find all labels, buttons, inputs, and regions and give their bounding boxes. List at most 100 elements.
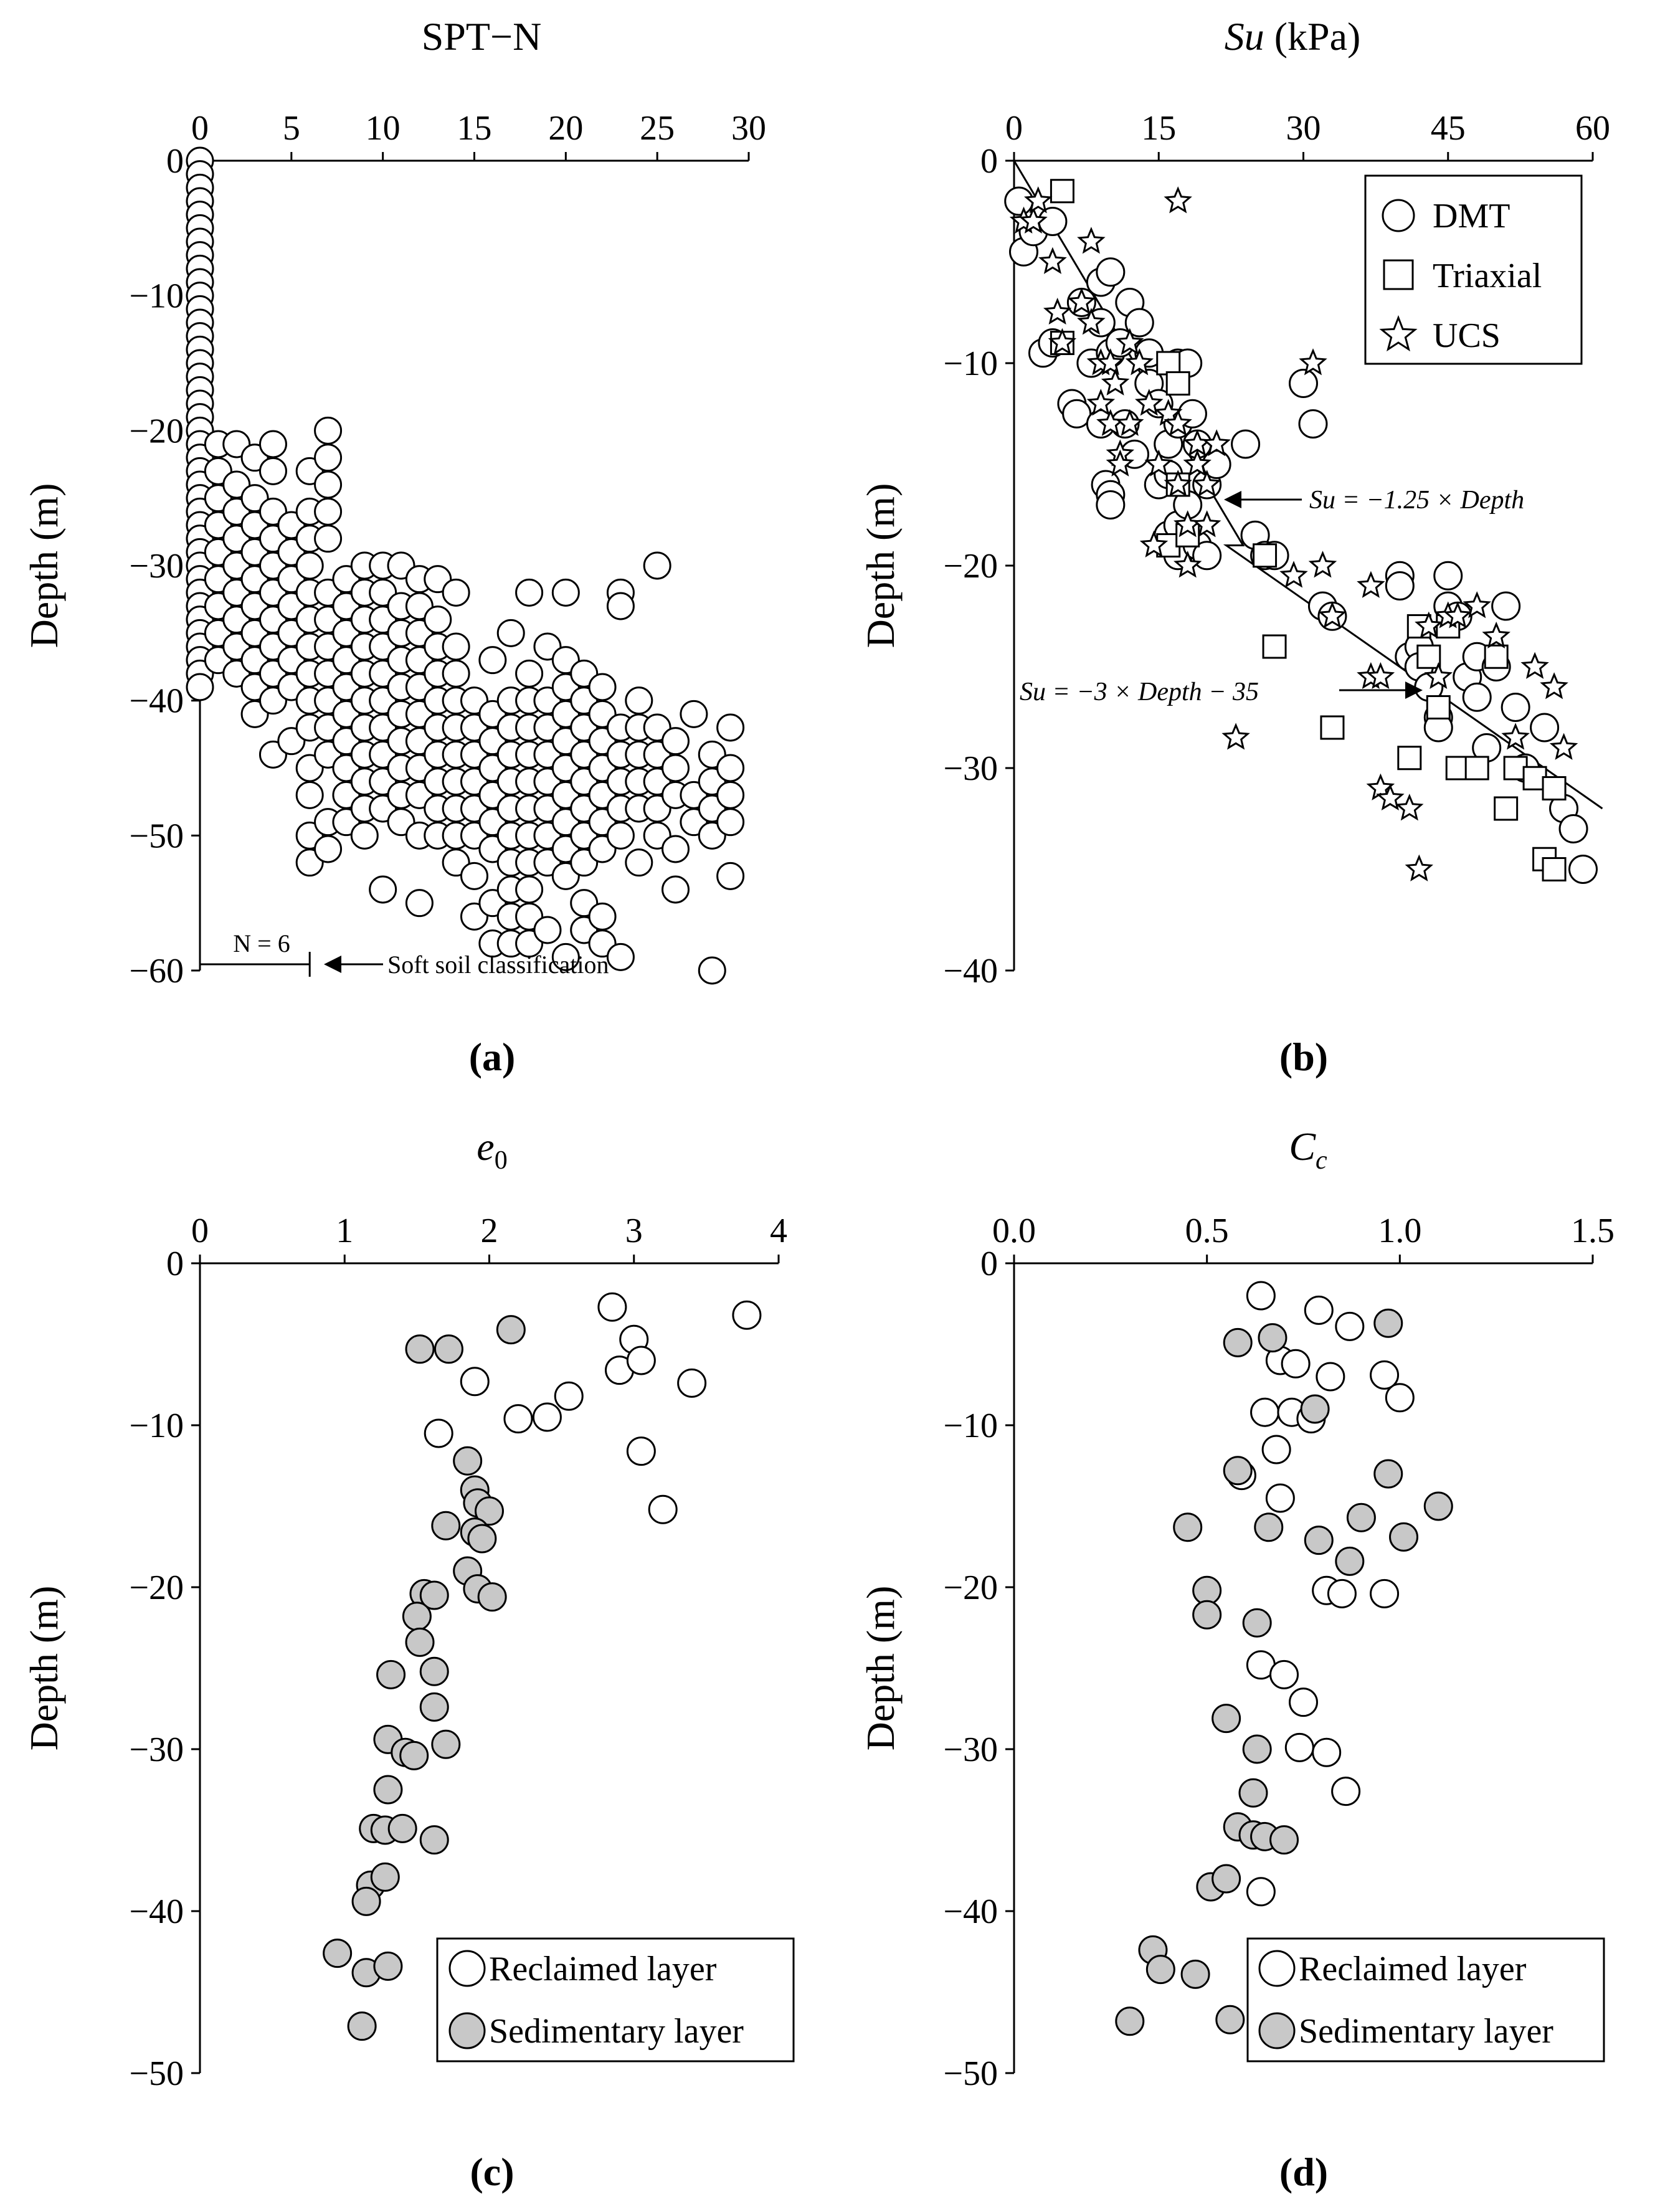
pc-sedimentary-layer-point bbox=[419, 1580, 449, 1610]
pc-sedimentary-layer-point bbox=[373, 1775, 403, 1805]
panel-a-y-ticks: 0 −10 −20 −30 −40 −50 −60 bbox=[129, 142, 200, 990]
pd-sedimentary-layer-point bbox=[1192, 1575, 1222, 1605]
pa-spt-n-point bbox=[424, 605, 452, 634]
pc-sedimentary-layer-point bbox=[399, 1740, 429, 1770]
panel-a-y-label: Depth (m) bbox=[22, 483, 66, 648]
pc-reclaimed-layer-point bbox=[597, 1292, 627, 1322]
panel-d-title: Cc bbox=[1289, 1124, 1327, 1175]
pb-dmt-point bbox=[1433, 561, 1463, 591]
pa-spt-n-point bbox=[460, 862, 488, 890]
pc-reclaimed-layer-point bbox=[648, 1494, 678, 1524]
panel-c-legend-sedimentary: Sedimentary layer bbox=[489, 2012, 744, 2051]
pc-y-tick-label: −50 bbox=[129, 2054, 184, 2093]
pa-x-tick-label: 25 bbox=[640, 109, 675, 148]
pc-sedimentary-layer-point bbox=[475, 1496, 504, 1526]
pb-dmt-point bbox=[1289, 369, 1318, 398]
pd-sedimentary-layer-point bbox=[1238, 1778, 1268, 1808]
pb-ucs-point bbox=[1077, 308, 1106, 335]
pd-sedimentary-layer-point bbox=[1115, 2006, 1145, 2036]
pd-reclaimed-layer-point bbox=[1246, 1877, 1276, 1907]
pa-spt-n-point bbox=[350, 821, 379, 850]
pa-spt-n-point bbox=[551, 578, 580, 607]
panel-d-title-subscript: c bbox=[1316, 1146, 1327, 1175]
pb-ucs-point bbox=[1318, 601, 1347, 629]
pc-reclaimed-layer-point bbox=[626, 1346, 656, 1375]
pd-sedimentary-layer-point bbox=[1212, 1864, 1241, 1894]
panel-d-points bbox=[1115, 1281, 1453, 2036]
pd-sedimentary-layer-point bbox=[1212, 1704, 1241, 1734]
panel-b-legend-ucs: UCS bbox=[1433, 316, 1501, 355]
pc-sedimentary-layer-point bbox=[431, 1511, 461, 1540]
pb-ucs-point bbox=[1202, 429, 1231, 457]
pb-dmt-point bbox=[1096, 257, 1126, 287]
pc-reclaimed-layer-point bbox=[732, 1300, 762, 1330]
pa-spt-n-point bbox=[662, 835, 690, 863]
pc-sedimentary-layer-point bbox=[402, 1602, 432, 1631]
pa-spt-n-point bbox=[314, 525, 343, 553]
pd-sedimentary-layer-point bbox=[1258, 1323, 1287, 1353]
panel-c-y-ticks: 0 −10 −20 −30 −40 −50 bbox=[129, 1245, 200, 2093]
pb-ucs-point bbox=[1134, 389, 1164, 416]
pb-ucs-point bbox=[1116, 328, 1144, 355]
panel-b-y-ticks: 0 −10 −20 −30 −40 bbox=[943, 142, 1014, 990]
pa-y-tick-label: −30 bbox=[129, 547, 184, 586]
pd-reclaimed-layer-point bbox=[1316, 1362, 1345, 1392]
pa-spt-n-point bbox=[405, 889, 434, 918]
panel-a-n6-label: N = 6 bbox=[233, 929, 290, 957]
pb-x-tick-label: 15 bbox=[1141, 109, 1176, 148]
pb-triaxial-point bbox=[1320, 715, 1345, 740]
pa-spt-n-point bbox=[551, 942, 580, 971]
pb-ucs-point bbox=[1116, 409, 1144, 436]
pc-reclaimed-layer-point bbox=[554, 1381, 584, 1411]
pd-reclaimed-layer-point bbox=[1331, 1777, 1361, 1806]
pd-sedimentary-layer-point bbox=[1269, 1825, 1299, 1855]
pa-spt-n-point bbox=[314, 470, 343, 499]
panel-b-title-unit: (kPa) bbox=[1264, 14, 1361, 59]
pb-triaxial-point bbox=[1050, 179, 1074, 204]
panel-b-eq1-text: Su = −1.25 × Depth bbox=[1309, 486, 1524, 515]
pb-dmt-point bbox=[1038, 207, 1068, 236]
pb-ucs-point bbox=[1192, 470, 1221, 497]
pb-ucs-point bbox=[1501, 723, 1530, 750]
pc-x-tick-label: 2 bbox=[481, 1212, 498, 1250]
pa-spt-n-point bbox=[716, 754, 745, 782]
pb-dmt-point bbox=[1491, 591, 1521, 621]
pd-reclaimed-layer-point bbox=[1265, 1483, 1295, 1513]
pd-reclaimed-layer-point bbox=[1281, 1349, 1311, 1379]
pa-spt-n-point bbox=[515, 875, 544, 904]
pa-spt-n-point bbox=[258, 430, 287, 458]
panel-a: SPT−N 0 5 10 15 20 25 30 0 −10 −20 −30 −40 −50 −60 D… bbox=[22, 14, 766, 1079]
pb-y-tick-label: −10 bbox=[943, 344, 998, 383]
pa-y-tick-label: −10 bbox=[129, 277, 184, 316]
pb-x-tick-label: 30 bbox=[1286, 109, 1321, 148]
pb-ucs-point bbox=[1405, 854, 1433, 881]
pa-x-tick-label: 15 bbox=[457, 109, 492, 148]
pd-sedimentary-layer-point bbox=[1423, 1491, 1453, 1521]
pb-ucs-point bbox=[1540, 672, 1568, 700]
pb-dmt-point bbox=[1501, 693, 1530, 722]
pc-reclaimed-layer-point bbox=[626, 1436, 656, 1466]
pd-sedimentary-layer-point bbox=[1346, 1502, 1376, 1532]
pb-dmt-point bbox=[1558, 814, 1588, 843]
pd-reclaimed-layer-point bbox=[1250, 1397, 1280, 1427]
panel-b-legend-dmt: DMT bbox=[1433, 197, 1510, 235]
panel-d-y-ticks: 0 −10 −20 −30 −40 −50 bbox=[943, 1245, 1014, 2093]
pb-triaxial-point bbox=[1156, 351, 1181, 376]
panel-c-title-symbol: e bbox=[477, 1124, 494, 1169]
pb-ucs-point bbox=[1424, 662, 1453, 690]
pd-sedimentary-layer-point bbox=[1173, 1512, 1203, 1542]
pc-sedimentary-layer-point bbox=[405, 1627, 435, 1657]
pa-x-tick-label: 0 bbox=[191, 109, 209, 148]
pc-y-tick-label: −10 bbox=[129, 1407, 184, 1445]
pa-y-tick-label: −20 bbox=[129, 412, 184, 450]
pb-y-tick-label: −30 bbox=[943, 749, 998, 788]
pb-triaxial-point bbox=[1165, 371, 1190, 396]
pb-ucs-point bbox=[1221, 723, 1250, 750]
panel-c-legend-box bbox=[436, 1937, 795, 2062]
pb-ucs-point bbox=[1106, 449, 1134, 477]
panel-b-label: (b) bbox=[1279, 1035, 1328, 1079]
panel-d-legend-box bbox=[1246, 1937, 1605, 2062]
pd-sedimentary-layer-point bbox=[1242, 1734, 1272, 1764]
pb-ucs-point bbox=[1096, 348, 1125, 376]
